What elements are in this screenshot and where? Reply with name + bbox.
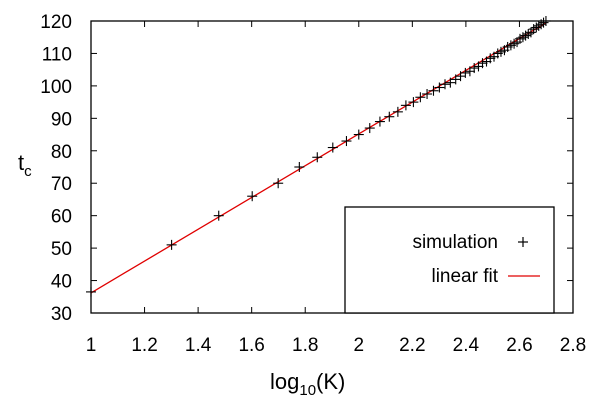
y-tick-label: 80 [51,142,72,163]
data-point-simulation [86,286,96,297]
data-point-simulation [364,123,375,134]
x-tick-label: 1.2 [131,335,157,356]
data-point-simulation [400,100,411,111]
data-point-simulation [294,162,305,172]
y-tick-label: 60 [51,207,72,228]
points-layer [86,16,551,297]
legend-label-simulation: simulation [412,232,498,253]
data-point-simulation [213,210,224,221]
x-tick-label: 1 [86,335,97,356]
legend-marker-simulation [518,237,528,247]
data-point-simulation [428,85,439,96]
data-point-simulation [528,24,539,35]
y-tick-label: 40 [51,272,72,293]
data-point-simulation [434,82,445,93]
y-tick-label: 30 [51,304,72,325]
data-point-simulation [460,67,471,78]
plot-frame [90,20,574,314]
axis-ticks: 1 1.2 1.4 1.6 1.8 2 2.2 2.4 2.6 2.8 30 40 50 60 70 80 90… [40,12,586,356]
data-point-simulation [312,152,323,163]
data-point-simulation [327,142,338,153]
data-point-simulation [384,111,395,122]
data-point-simulation [422,89,433,99]
y-tick-label: 70 [51,174,72,195]
data-point-simulation [415,92,426,103]
data-point-simulation [353,129,364,140]
data-point-simulation [374,116,385,127]
data-point-simulation [408,97,419,108]
x-tick-label: 1.8 [292,335,318,356]
data-point-simulation [520,30,531,41]
x-tick-label: 2.8 [560,335,586,356]
data-point-simulation [247,191,258,202]
data-point-simulation [440,79,451,90]
y-axis-label: tc [18,150,32,180]
x-tick-label: 2.6 [506,335,532,356]
legend-box [344,206,555,314]
data-point-simulation [341,136,352,147]
data-point-simulation [392,106,403,117]
x-tick-label: 2 [353,335,364,356]
legend-label-linear-fit: linear fit [431,266,498,287]
data-point-simulation [517,32,528,43]
x-tick-label: 1.6 [238,335,264,356]
y-tick-label: 100 [40,77,72,98]
x-tick-label: 1.4 [185,335,212,356]
data-point-simulation [538,17,549,28]
legend: simulation linear fit [344,206,555,314]
x-axis-label: log10(K) [270,369,345,396]
data-point-simulation [469,63,480,74]
y-tick-label: 50 [51,239,72,260]
y-tick-label: 110 [42,44,72,65]
data-point-simulation [477,58,488,69]
data-point-simulation [523,28,534,39]
y-tick-label: 120 [40,12,72,33]
x-tick-label: 2.2 [399,335,425,356]
x-tick-label: 2.4 [453,335,480,356]
y-tick-label: 90 [51,109,72,130]
data-point-simulation [273,178,284,189]
data-point-simulation [445,77,456,88]
data-point-simulation [166,239,177,250]
data-point-simulation [540,16,551,26]
